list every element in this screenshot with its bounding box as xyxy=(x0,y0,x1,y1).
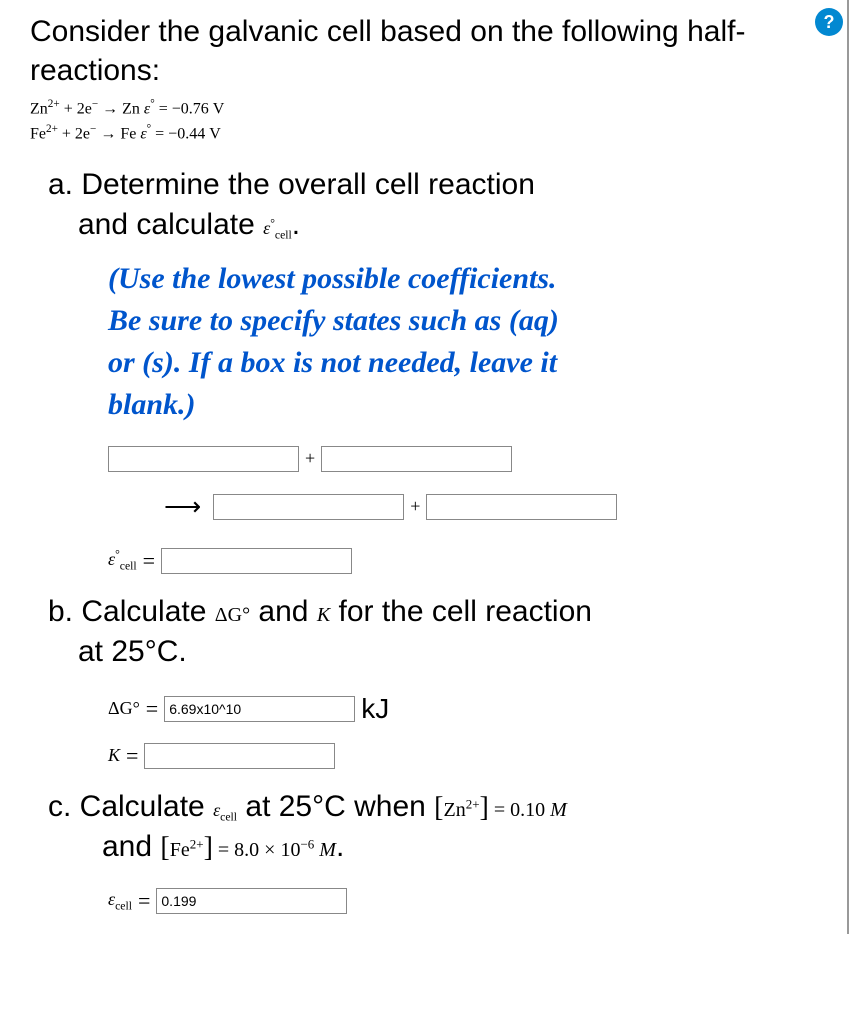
part-c-heading: c. Calculate εcell at 25°C when [Zn2+] =… xyxy=(78,787,831,868)
part-a-instruction: (Use the lowest possible coefficients. B… xyxy=(78,258,831,426)
reactant-1-input[interactable] xyxy=(108,446,299,472)
part-a: a. Determine the overall cell reaction a… xyxy=(30,165,831,574)
sup-2plus: 2+ xyxy=(48,98,60,110)
half-reaction-2: Fe2+ + 2e− → Fe ε° = −0.44 V xyxy=(30,121,831,146)
c-zn: Zn xyxy=(443,799,465,821)
part-a-line1: Determine the overall cell reaction xyxy=(81,168,535,201)
question-container: ? Consider the galvanic cell based on th… xyxy=(0,0,849,934)
part-a-letter: a. xyxy=(48,168,81,201)
k-label: K xyxy=(108,745,120,766)
ecell-answer-row: εcell = xyxy=(78,888,831,914)
half1-mid: + 2e xyxy=(60,100,92,117)
help-icon: ? xyxy=(824,12,835,33)
main-prompt: Consider the galvanic cell based on the … xyxy=(30,12,831,90)
sup-2plus-b: 2+ xyxy=(46,123,58,135)
reaction-row-2: ⟶ + xyxy=(78,492,831,522)
fe-symbol: Fe xyxy=(30,126,46,143)
part-b: b. Calculate ΔG° and K for the cell reac… xyxy=(30,592,831,769)
part-c: c. Calculate εcell at 25°C when [Zn2+] =… xyxy=(30,787,831,914)
half1-value: = −0.76 V xyxy=(155,100,225,117)
plus-2: + xyxy=(410,496,420,517)
b-tail: for the cell reaction xyxy=(330,595,592,628)
equals-1: = xyxy=(143,548,155,574)
product-1-input[interactable] xyxy=(213,494,404,520)
b-and: and xyxy=(250,595,317,628)
c-fe-exp: −6 xyxy=(300,837,314,852)
arrow-icon: ⟶ xyxy=(158,492,207,522)
equals-4: = xyxy=(138,888,150,914)
k-input[interactable] xyxy=(144,743,335,769)
c-fe-sup: 2+ xyxy=(190,837,204,852)
instruction-line3: or (s). If a box is not needed, leave it xyxy=(108,346,557,379)
part-b-letter: b. xyxy=(48,595,81,628)
b-line2: at 25°C. xyxy=(78,635,187,668)
ecell-sub: cell xyxy=(275,229,292,242)
ecell-sub-2: cell xyxy=(120,560,137,573)
b-calc: Calculate xyxy=(81,595,214,628)
ecell-row: ε°cell = xyxy=(78,548,831,574)
equals-2: = xyxy=(146,696,158,722)
dg-input[interactable] xyxy=(164,696,355,722)
c-fe-m: M xyxy=(314,839,336,861)
k-symbol: K xyxy=(317,604,330,626)
c-zn-m: M xyxy=(550,799,567,821)
instruction-line2: Be sure to specify states such as (aq) xyxy=(108,304,559,337)
half2-value: = −0.44 V xyxy=(151,126,221,143)
dg-row: ΔG° = kJ xyxy=(78,693,831,725)
help-button[interactable]: ? xyxy=(815,8,843,36)
dg-symbol: ΔG° xyxy=(215,604,250,626)
c-calc: Calculate xyxy=(80,790,213,823)
instruction-line1: (Use the lowest possible coefficients. xyxy=(108,262,557,295)
half-reactions: Zn2+ + 2e− → Zn ε° = −0.76 V Fe2+ + 2e− … xyxy=(30,96,831,147)
c-ecell-sub: cell xyxy=(220,810,237,823)
half2-mid: + 2e xyxy=(58,126,90,143)
plus-1: + xyxy=(305,448,315,469)
c-ecell-sub-2: cell xyxy=(115,899,132,912)
k-row: K = xyxy=(78,743,831,769)
ecell-answer-input[interactable] xyxy=(156,888,347,914)
part-a-heading: a. Determine the overall cell reaction a… xyxy=(78,165,831,246)
reaction-row-1: + xyxy=(78,446,831,472)
c-zn-sup: 2+ xyxy=(466,796,480,811)
c-when: at 25°C when xyxy=(237,790,434,823)
product-2-input[interactable] xyxy=(426,494,617,520)
part-a-line2: and calculate xyxy=(78,208,263,241)
c-fe-val: = 8.0 × 10 xyxy=(213,839,301,861)
half-reaction-1: Zn2+ + 2e− → Zn ε° = −0.76 V xyxy=(30,96,831,121)
c-period: . xyxy=(336,830,344,863)
kj-unit: kJ xyxy=(361,693,389,725)
instruction-line4: blank.) xyxy=(108,388,196,421)
zn-symbol: Zn xyxy=(30,100,48,117)
dg-label: ΔG° xyxy=(108,698,140,719)
part-c-letter: c. xyxy=(48,790,80,823)
half2-arrow: → Fe xyxy=(96,126,140,143)
half1-arrow: → Zn xyxy=(98,100,144,117)
ecell-input[interactable] xyxy=(161,548,352,574)
c-and: and xyxy=(78,830,160,863)
reactant-2-input[interactable] xyxy=(321,446,512,472)
a-dot: . xyxy=(292,208,300,241)
c-zn-val: = 0.10 xyxy=(489,799,550,821)
c-fe: Fe xyxy=(170,839,190,861)
part-b-heading: b. Calculate ΔG° and K for the cell reac… xyxy=(78,592,831,673)
equals-3: = xyxy=(126,743,138,769)
